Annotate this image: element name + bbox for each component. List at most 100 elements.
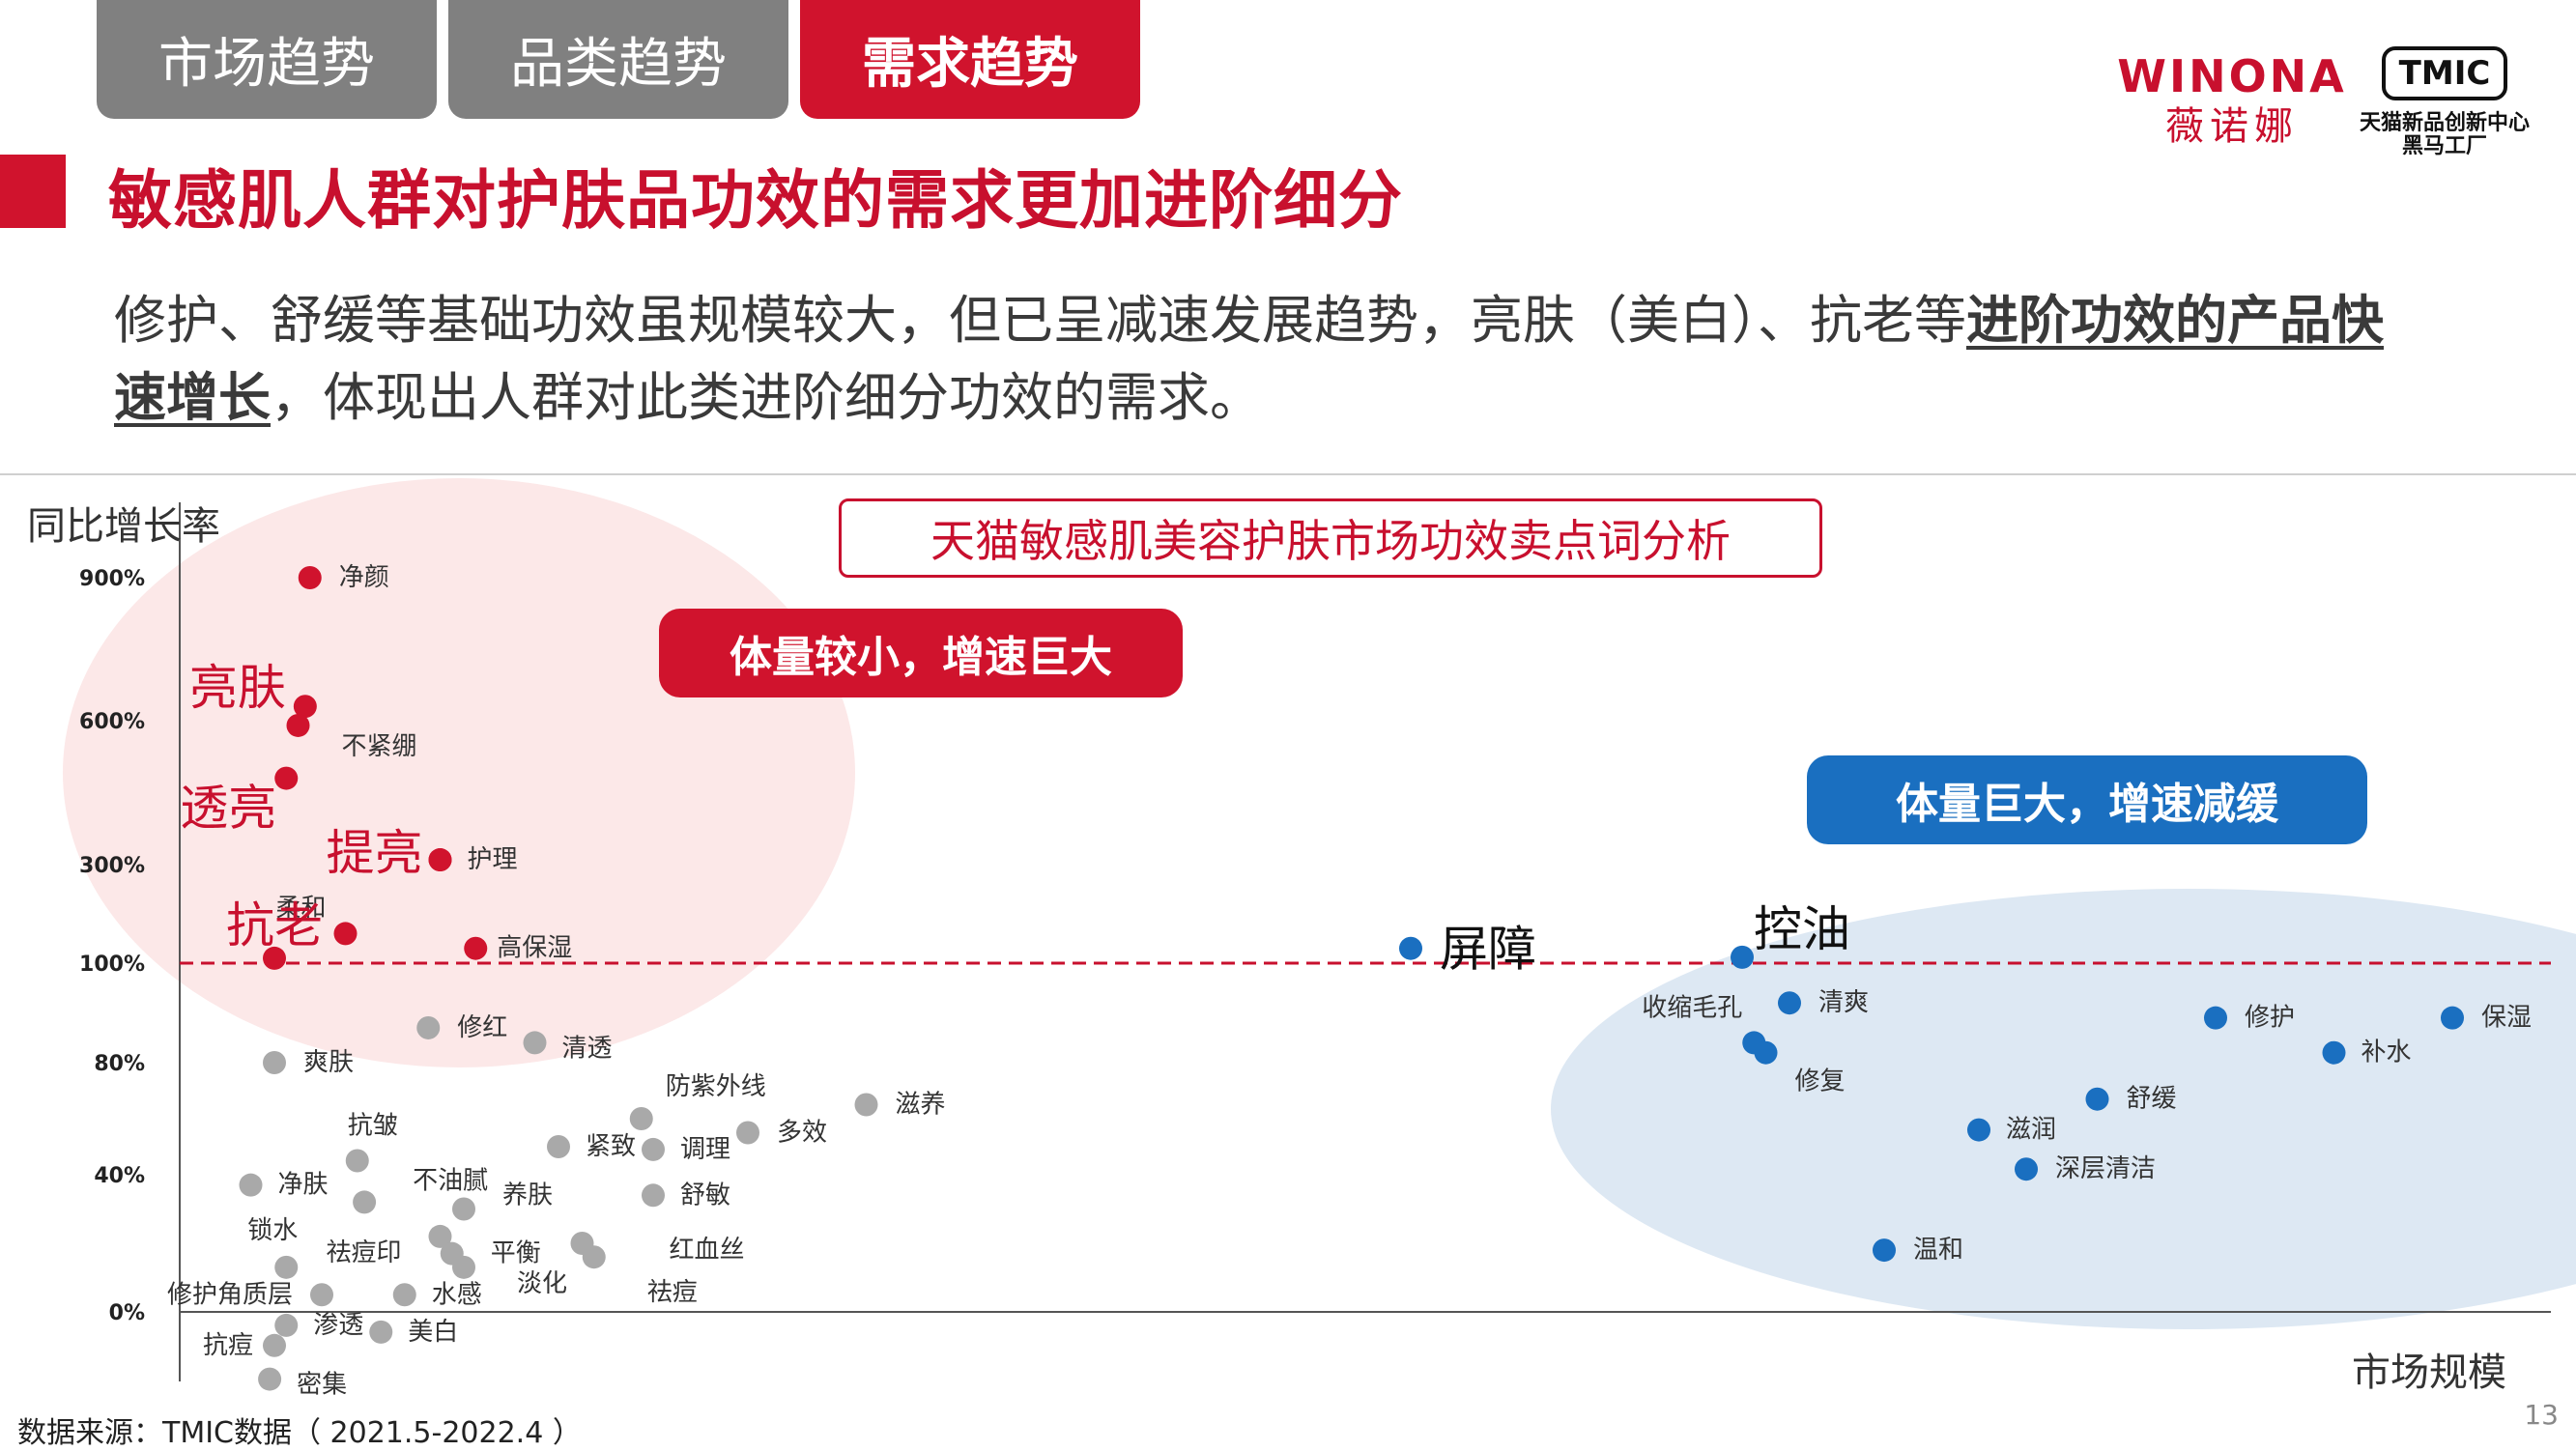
data-point-others [274,1255,299,1279]
tab-demand-trend[interactable]: 需求趋势 [800,0,1140,119]
data-point-others [854,1093,878,1117]
point-label: 调理 [680,1135,730,1164]
point-label: 修红 [457,1013,507,1042]
data-point-others [345,1149,369,1173]
subtitle-part2: ，体现出人群对此类进阶细分功效的需求。 [271,367,1262,428]
data-point-others [642,1183,665,1208]
data-point-others [736,1121,759,1145]
point-label: 养肤 [502,1181,553,1210]
y-tick-label: 600% [79,710,145,734]
data-point-large-scale [2204,1006,2227,1030]
y-tick-label: 300% [79,854,145,878]
point-label: 舒敏 [680,1181,730,1209]
data-point-others [392,1283,416,1307]
point-label: 护理 [468,845,518,874]
winona-logo: WINONA 薇诺娜 [2116,48,2348,149]
point-label: 不油腻 [413,1166,488,1195]
data-point-others [274,1313,299,1337]
point-label: 抗痘 [203,1331,253,1360]
point-label: 补水 [2361,1038,2412,1067]
data-point-high-growth [333,922,358,946]
data-point-others [428,1224,452,1248]
point-label: 祛痘印 [326,1238,401,1267]
point-label: 高保湿 [497,934,572,963]
point-label: 密集 [297,1371,347,1400]
point-label: 温和 [1913,1236,1963,1265]
data-point-high-growth [464,936,488,960]
data-point-large-scale [1967,1118,1990,1142]
data-point-large-scale [2322,1040,2346,1065]
tab-category-trend[interactable]: 品类趋势 [448,0,788,119]
point-label: 抗皱 [348,1112,398,1141]
point-label: 紧致 [586,1132,636,1161]
point-label: 多效 [777,1119,827,1148]
point-label: 淡化 [517,1269,567,1298]
data-point-others [263,1333,286,1357]
point-label: 防紫外线 [666,1072,766,1101]
winona-brand-text: WINONA [2117,50,2347,102]
point-label: 祛痘 [647,1278,698,1307]
data-point-others [416,1015,441,1039]
data-point-large-scale [1873,1238,1896,1263]
y-tick-label: 0% [109,1301,145,1325]
point-label: 渗透 [313,1311,363,1340]
point-label: 滋润 [2006,1116,2056,1145]
data-point-others [629,1107,653,1130]
point-label: 控油 [1754,901,1850,957]
data-point-others [369,1320,393,1344]
data-point-others [452,1255,475,1279]
data-point-others [239,1173,263,1197]
tmic-line2: 黑马工厂 [2401,134,2487,158]
data-point-large-scale [1754,1040,1778,1065]
point-label: 爽肤 [303,1048,354,1077]
point-label: 滋养 [896,1091,946,1120]
point-label: 舒缓 [2127,1085,2177,1114]
point-label: 保湿 [2481,1004,2532,1033]
page-title: 敏感肌人群对护肤品功效的需求更加进阶细分 [108,163,1403,238]
data-point-high-growth [428,848,452,872]
point-label: 亮肤 [189,660,286,716]
point-label: 净颜 [339,563,389,592]
data-point-large-scale [2441,1006,2464,1030]
data-point-large-scale [2015,1157,2038,1181]
point-label: 水感 [432,1280,482,1309]
y-tick-label: 900% [79,567,145,591]
point-label: 红血丝 [670,1236,745,1265]
data-point-large-scale [2085,1087,2109,1111]
callout-high-growth: 体量较小，增速巨大 [659,609,1183,697]
data-point-high-growth [293,695,317,719]
data-point-others [452,1197,475,1221]
subtitle-highlight: 进阶功效的产品快速增长 [114,290,2384,428]
data-point-others [547,1135,570,1158]
data-point-others [258,1367,282,1391]
data-point-others [310,1283,333,1307]
y-tick-label: 100% [79,953,145,977]
data-point-others [263,1051,286,1074]
data-point-others [523,1031,547,1055]
section-divider [0,473,2576,475]
y-tick-label: 40% [94,1164,145,1188]
source-note: 数据来源：TMIC数据（ 2021.5-2022.4 ） [17,1416,582,1450]
tmic-logo: TMIC 天猫新品创新中心 黑马工厂 [2348,46,2541,158]
data-point-large-scale [1778,991,1801,1015]
subtitle-part1: 修护、舒缓等基础功效虽规模较大，但已呈减速发展趋势，亮肤（美白）、抗老等 [114,290,1966,351]
data-point-others [582,1245,606,1269]
point-label: 屏障 [1440,922,1536,978]
tmic-mark: TMIC [2381,46,2508,100]
point-label: 修护角质层 [167,1280,293,1309]
data-point-others [642,1137,665,1161]
data-point-large-scale [1399,936,1422,960]
point-label: 深层清洁 [2055,1154,2156,1183]
point-label: 收缩毛孔 [1642,993,1742,1022]
point-label: 修护 [2245,1004,2295,1033]
data-point-large-scale [1731,945,1754,969]
y-axis-title: 同比增长率 [27,504,220,549]
point-label: 提亮 [327,825,423,881]
point-label: 透亮 [180,781,276,837]
tab-market-trend[interactable]: 市场趋势 [97,0,437,119]
high-growth-zone [63,478,855,1067]
data-point-high-growth [263,946,286,970]
callout-large-slowing: 体量巨大，增速减缓 [1807,755,2367,844]
point-label: 美白 [408,1318,458,1347]
point-label: 净肤 [278,1171,329,1200]
